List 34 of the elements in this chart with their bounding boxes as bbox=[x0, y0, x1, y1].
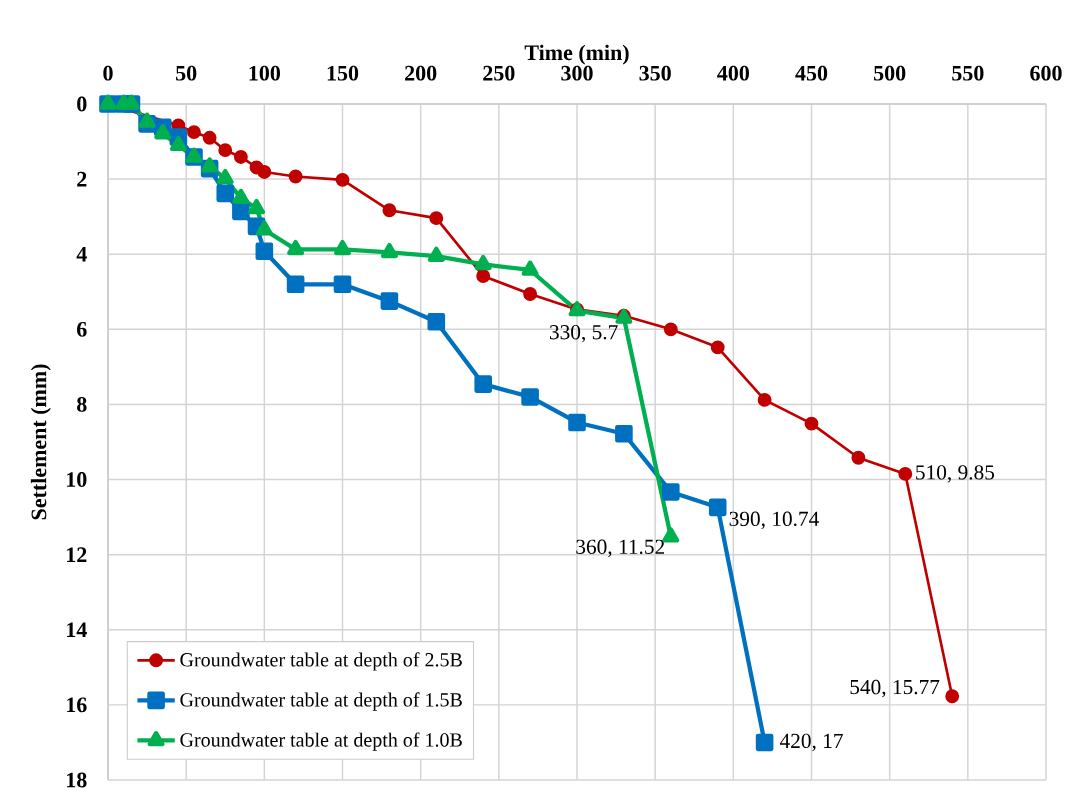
y-tick-label: 12 bbox=[67, 547, 87, 562]
y-tick-label: 2 bbox=[77, 171, 87, 187]
y-tick-label: 18 bbox=[67, 772, 87, 788]
annotation: 540, 15.77 bbox=[850, 679, 940, 698]
x-tick-label: 350 bbox=[639, 65, 671, 81]
annotation: 330, 5.7 bbox=[549, 325, 618, 343]
y-tick-label: 8 bbox=[77, 397, 87, 412]
x-tick-label: 300 bbox=[561, 65, 593, 81]
x-tick-label: 200 bbox=[405, 65, 437, 81]
y-tick-label: 6 bbox=[77, 321, 87, 337]
legend-label: Groundwater table at depth of 1.5B bbox=[180, 692, 462, 711]
y-tick-label: 0 bbox=[77, 96, 87, 112]
x-tick-label: 0 bbox=[103, 65, 113, 81]
x-tick-label: 450 bbox=[795, 65, 828, 81]
annotation: 390, 10.74 bbox=[729, 511, 819, 530]
annotation: 360, 11.52 bbox=[576, 539, 665, 558]
x-axis-title: Time (min) bbox=[524, 44, 629, 65]
x-tick-label: 400 bbox=[717, 65, 749, 81]
y-tick-label: 10 bbox=[67, 472, 87, 487]
y-axis-title: Settlement (mm) bbox=[30, 364, 51, 520]
x-tick-label: 600 bbox=[1030, 65, 1062, 81]
y-tick-label: 16 bbox=[67, 697, 87, 713]
x-tick-label: 550 bbox=[952, 65, 984, 81]
x-tick-label: 250 bbox=[483, 65, 515, 81]
x-tick-label: 150 bbox=[327, 65, 359, 81]
x-tick-label: 500 bbox=[874, 65, 906, 81]
annotation: 420, 17 bbox=[779, 733, 843, 752]
y-tick-label: 4 bbox=[76, 246, 87, 262]
y-tick-label: 14 bbox=[67, 622, 87, 638]
annotation: 510, 9.85 bbox=[916, 465, 995, 483]
x-tick-label: 50 bbox=[176, 65, 197, 81]
legend-label: Groundwater table at depth of 1.0B bbox=[180, 732, 462, 751]
x-tick-label: 100 bbox=[249, 65, 280, 81]
legend-label: Groundwater table at depth of 2.5B bbox=[180, 652, 462, 671]
